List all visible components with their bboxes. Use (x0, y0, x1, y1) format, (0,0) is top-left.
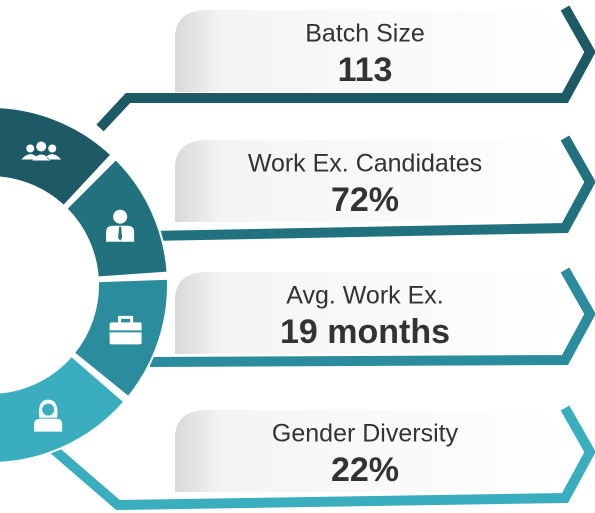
card (175, 10, 572, 92)
icon-part (113, 209, 128, 224)
item-value: 72% (331, 181, 399, 219)
connector (96, 5, 595, 132)
icon-part (21, 154, 62, 161)
card (175, 410, 572, 492)
item-label: Work Ex. Candidates (248, 150, 482, 178)
connector (147, 135, 595, 241)
ring-segment (0, 354, 126, 464)
item-label: Avg. Work Ex. (286, 282, 443, 310)
icon (106, 209, 135, 242)
card (175, 140, 572, 222)
icon-part (48, 144, 57, 153)
icon-part (42, 403, 55, 416)
card (175, 272, 572, 354)
icon (21, 141, 62, 161)
item-value: 22% (331, 451, 399, 489)
item-label: Gender Diversity (272, 420, 459, 448)
item-value: 113 (338, 51, 393, 89)
icon-part (109, 322, 142, 345)
icon (109, 315, 142, 345)
icon-part (26, 144, 35, 153)
connector (48, 405, 595, 511)
icon (34, 399, 63, 432)
icon-part (118, 315, 134, 323)
icon-part (118, 226, 123, 241)
item-value: 19 months (280, 313, 450, 351)
icon-part (34, 418, 63, 432)
icon-part (36, 141, 47, 152)
connector (149, 267, 595, 367)
item-label: Batch Size (305, 20, 425, 48)
